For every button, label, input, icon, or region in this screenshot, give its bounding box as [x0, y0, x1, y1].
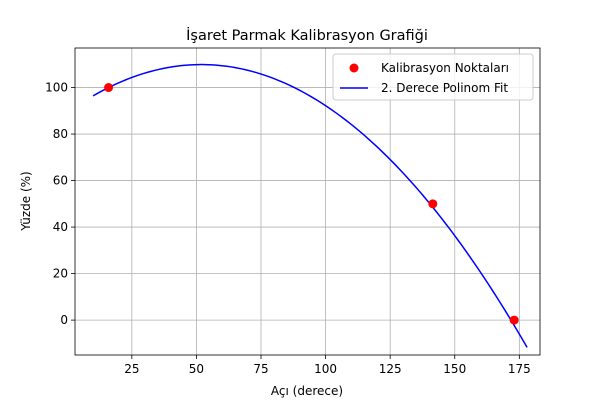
legend-item-scatter: Kalibrasyon Noktaları — [381, 61, 509, 75]
legend: Kalibrasyon Noktaları 2. Derece Polinom … — [332, 53, 534, 101]
x-tick-label: 50 — [189, 362, 204, 376]
y-axis-label: Yüzde (%) — [19, 171, 33, 231]
x-tick-label: 150 — [443, 362, 466, 376]
calibration-point — [428, 199, 438, 209]
legend-scatter-marker — [349, 63, 359, 73]
chart-title: İşaret Parmak Kalibrasyon Grafiği — [186, 26, 428, 44]
x-axis-label: Açı (derece) — [271, 384, 343, 398]
y-tick-label: 0 — [60, 313, 68, 327]
y-tick-label: 40 — [53, 220, 68, 234]
x-tick-label: 75 — [253, 362, 268, 376]
x-tick-label: 175 — [508, 362, 531, 376]
grid-lines — [75, 48, 540, 355]
fit-curve-line — [92, 63, 528, 348]
y-tick-label: 20 — [53, 267, 68, 281]
series-layer — [92, 63, 528, 348]
legend-item-line: 2. Derece Polinom Fit — [381, 81, 508, 95]
calibration-point — [104, 83, 114, 93]
calibration-point — [509, 315, 519, 325]
y-axis-ticks: 0 20 40 60 80 100 — [45, 81, 75, 327]
legend-box — [332, 53, 534, 101]
x-tick-label: 25 — [124, 362, 139, 376]
y-tick-label: 80 — [53, 127, 68, 141]
y-tick-label: 100 — [45, 81, 68, 95]
x-tick-label: 125 — [379, 362, 402, 376]
plot-border — [74, 47, 541, 356]
x-tick-label: 100 — [314, 362, 337, 376]
x-axis-ticks: 25 50 75 100 125 150 175 — [124, 355, 531, 376]
y-tick-label: 60 — [53, 174, 68, 188]
